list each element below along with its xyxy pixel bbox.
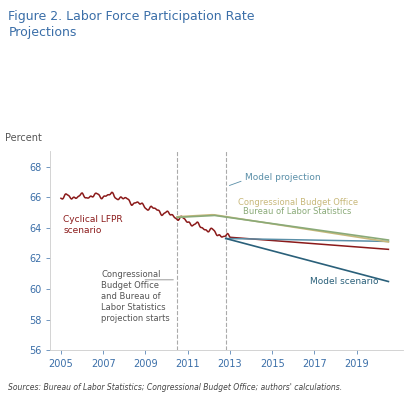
Text: Model projection: Model projection bbox=[245, 173, 320, 182]
Text: Sources: Bureau of Labor Statistics; Congressional Budget Office; authors' calcu: Sources: Bureau of Labor Statistics; Con… bbox=[8, 383, 343, 392]
Text: Congressional Budget Office: Congressional Budget Office bbox=[239, 198, 359, 207]
Text: Percent: Percent bbox=[5, 133, 42, 143]
Text: Model scenario: Model scenario bbox=[310, 277, 379, 286]
Text: Bureau of Labor Statistics: Bureau of Labor Statistics bbox=[243, 207, 351, 216]
Text: Cyclical LFPR
scenario: Cyclical LFPR scenario bbox=[63, 215, 123, 235]
Text: Figure 2. Labor Force Participation Rate: Figure 2. Labor Force Participation Rate bbox=[8, 10, 255, 23]
Text: Congressional
Budget Office
and Bureau of
Labor Statistics
projection starts: Congressional Budget Office and Bureau o… bbox=[101, 270, 170, 323]
Text: Projections: Projections bbox=[8, 26, 77, 39]
